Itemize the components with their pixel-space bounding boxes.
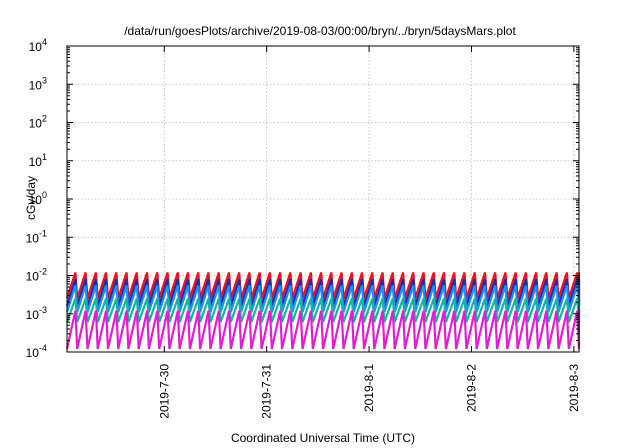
- y-tick-label: 103: [29, 75, 47, 92]
- chart-title: /data/run/goesPlots/archive/2019-08-03/0…: [124, 24, 516, 38]
- y-tick-label: 100: [29, 190, 47, 207]
- plot-frame: [66, 45, 580, 353]
- y-axis-label: cGy/day: [24, 176, 38, 220]
- series-line: [65, 285, 581, 313]
- series-line: [65, 310, 581, 350]
- series-group: [65, 272, 581, 350]
- y-tick-label: 10-3: [26, 305, 47, 322]
- ticks: 10-4 10-3 10-2 10-1 100 101 102 103 104 2019-7-30…: [26, 37, 581, 419]
- x-tick-label: 2019-8-1: [362, 364, 376, 412]
- series-line: [65, 298, 581, 323]
- x-axis-label: Coordinated Universal Time (UTC): [231, 431, 415, 445]
- y-tick-label: 10-2: [26, 267, 47, 284]
- x-tick-label: 2019-8-2: [464, 364, 478, 412]
- x-tick-label: 2019-8-3: [567, 364, 581, 412]
- y-tick-label: 102: [29, 114, 47, 131]
- x-tick-label: 2019-7-30: [157, 364, 171, 419]
- y-tick-label: 104: [29, 37, 47, 54]
- y-tick-label: 101: [29, 152, 47, 169]
- y-tick-label: 10-4: [26, 343, 47, 360]
- series-line: [65, 278, 581, 307]
- x-tick-label: 2019-7-31: [260, 364, 274, 419]
- y-tick-label: 10-1: [26, 228, 47, 245]
- series-line: [65, 272, 581, 299]
